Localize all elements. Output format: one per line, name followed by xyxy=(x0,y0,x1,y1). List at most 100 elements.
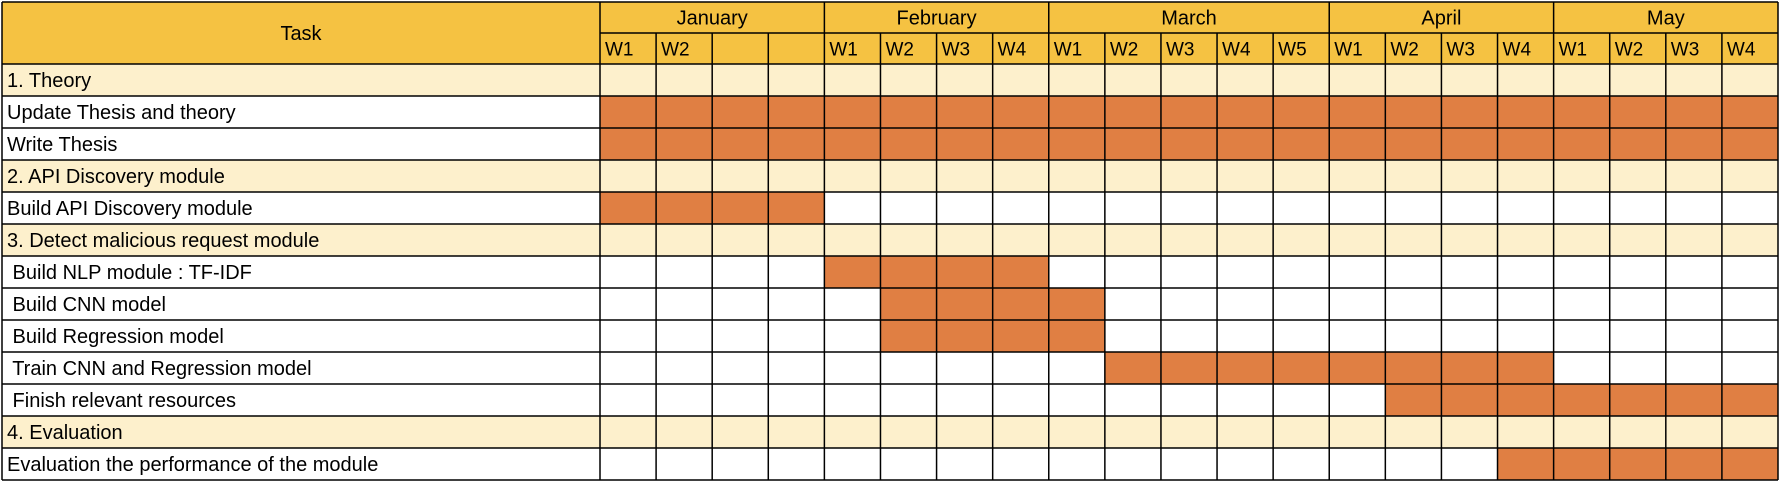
gantt-empty-cell xyxy=(768,64,825,96)
gantt-bar-cell xyxy=(880,256,937,288)
gantt-empty-cell xyxy=(1048,352,1105,384)
gantt-empty-cell xyxy=(1721,160,1778,192)
gantt-empty-cell xyxy=(1217,320,1274,352)
gantt-bar-cell xyxy=(880,96,937,128)
gantt-empty-cell xyxy=(1553,160,1610,192)
gantt-bar-cell xyxy=(1721,96,1778,128)
gantt-bar-cell xyxy=(656,192,713,224)
gantt-empty-cell xyxy=(1048,64,1105,96)
gantt-empty-cell xyxy=(936,416,993,448)
gantt-empty-cell xyxy=(768,256,825,288)
week-label: W4 xyxy=(998,40,1027,61)
gantt-empty-cell xyxy=(600,64,657,96)
gantt-empty-cell xyxy=(992,192,1049,224)
gantt-empty-cell xyxy=(1609,64,1666,96)
gantt-empty-cell xyxy=(1329,256,1386,288)
task-label-cell xyxy=(2,384,600,416)
section-label: 1. Theory xyxy=(7,70,91,92)
gantt-empty-cell xyxy=(600,288,657,320)
gantt-empty-cell xyxy=(1273,256,1330,288)
task-label-cell xyxy=(2,448,600,480)
month-label: January xyxy=(677,8,748,30)
month-label: May xyxy=(1647,8,1685,30)
gantt-bar-cell xyxy=(1160,128,1218,160)
gantt-empty-cell xyxy=(1104,256,1161,288)
gantt-bar-cell xyxy=(656,128,713,160)
gantt-empty-cell xyxy=(1385,320,1442,352)
gantt-empty-cell xyxy=(992,384,1049,416)
gantt-empty-cell xyxy=(1441,416,1498,448)
gantt-empty-cell xyxy=(1385,64,1442,96)
section-label-cell xyxy=(2,224,600,256)
gantt-bar-cell xyxy=(1160,352,1218,384)
gantt-empty-cell xyxy=(1048,416,1105,448)
week-label: W1 xyxy=(829,40,858,61)
gantt-empty-cell xyxy=(880,160,937,192)
gantt-empty-cell xyxy=(1553,192,1610,224)
gantt-empty-cell xyxy=(1665,256,1722,288)
task-label: Build NLP module : TF-IDF xyxy=(7,262,252,284)
gantt-empty-cell xyxy=(768,416,825,448)
gantt-empty-cell xyxy=(1609,352,1666,384)
section-label: 3. Detect malicious request module xyxy=(7,230,319,252)
week-label: W1 xyxy=(1334,40,1363,61)
gantt-empty-cell xyxy=(1160,288,1218,320)
gantt-empty-cell xyxy=(1217,224,1274,256)
gantt-empty-cell xyxy=(1217,160,1274,192)
gantt-bar-cell xyxy=(1104,128,1161,160)
gantt-bar-cell xyxy=(656,96,713,128)
gantt-empty-cell xyxy=(712,352,769,384)
gantt-empty-cell xyxy=(1441,224,1498,256)
gantt-empty-cell xyxy=(1385,160,1442,192)
gantt-empty-cell xyxy=(1721,192,1778,224)
gantt-empty-cell xyxy=(880,352,937,384)
gantt-empty-cell xyxy=(1609,256,1666,288)
task-label-cell xyxy=(2,352,600,384)
gantt-empty-cell xyxy=(1329,384,1386,416)
gantt-empty-cell xyxy=(1273,416,1330,448)
gantt-bar-cell xyxy=(992,96,1049,128)
gantt-empty-cell xyxy=(712,416,769,448)
task-label: Evaluation the performance of the module xyxy=(7,454,378,476)
month-label: February xyxy=(897,8,977,30)
gantt-empty-cell xyxy=(1441,192,1498,224)
gantt-bar-cell xyxy=(1104,96,1161,128)
gantt-empty-cell xyxy=(1609,192,1666,224)
task-label-cell xyxy=(2,320,600,352)
gantt-empty-cell xyxy=(1329,192,1386,224)
gantt-bar-cell xyxy=(1385,352,1442,384)
gantt-empty-cell xyxy=(992,416,1049,448)
gantt-empty-cell xyxy=(768,384,825,416)
gantt-bar-cell xyxy=(936,288,993,320)
gantt-empty-cell xyxy=(1048,224,1105,256)
gantt-empty-cell xyxy=(992,352,1049,384)
gantt-empty-cell xyxy=(1665,224,1722,256)
gantt-empty-cell xyxy=(1385,416,1442,448)
gantt-bar-cell xyxy=(600,96,657,128)
gantt-empty-cell xyxy=(1217,448,1274,480)
task-label: Build Regression model xyxy=(7,326,224,348)
gantt-empty-cell xyxy=(600,320,657,352)
gantt-empty-cell xyxy=(1104,448,1161,480)
grid-lines xyxy=(1,1,1779,481)
gantt-bar-cell xyxy=(1048,320,1105,352)
gantt-bar-cell xyxy=(824,96,881,128)
gantt-empty-cell xyxy=(936,192,993,224)
gantt-empty-cell xyxy=(1665,352,1722,384)
gantt-bar-cell xyxy=(992,128,1049,160)
section-label: 4. Evaluation xyxy=(7,422,123,444)
gantt-empty-cell xyxy=(936,384,993,416)
gantt-bar-cell xyxy=(936,320,993,352)
week-label: W2 xyxy=(885,40,914,61)
section-label-cell xyxy=(2,64,600,96)
task-label: Update Thesis and theory xyxy=(7,102,236,124)
gantt-empty-cell xyxy=(1553,288,1610,320)
gantt-empty-cell xyxy=(880,224,937,256)
gantt-empty-cell xyxy=(936,352,993,384)
gantt-bar-cell xyxy=(1217,96,1274,128)
gantt-bar-cell xyxy=(1553,96,1610,128)
gantt-empty-cell xyxy=(1385,256,1442,288)
gantt-bar-cell xyxy=(1721,384,1778,416)
gantt-empty-cell xyxy=(1721,224,1778,256)
gantt-empty-cell xyxy=(1609,160,1666,192)
